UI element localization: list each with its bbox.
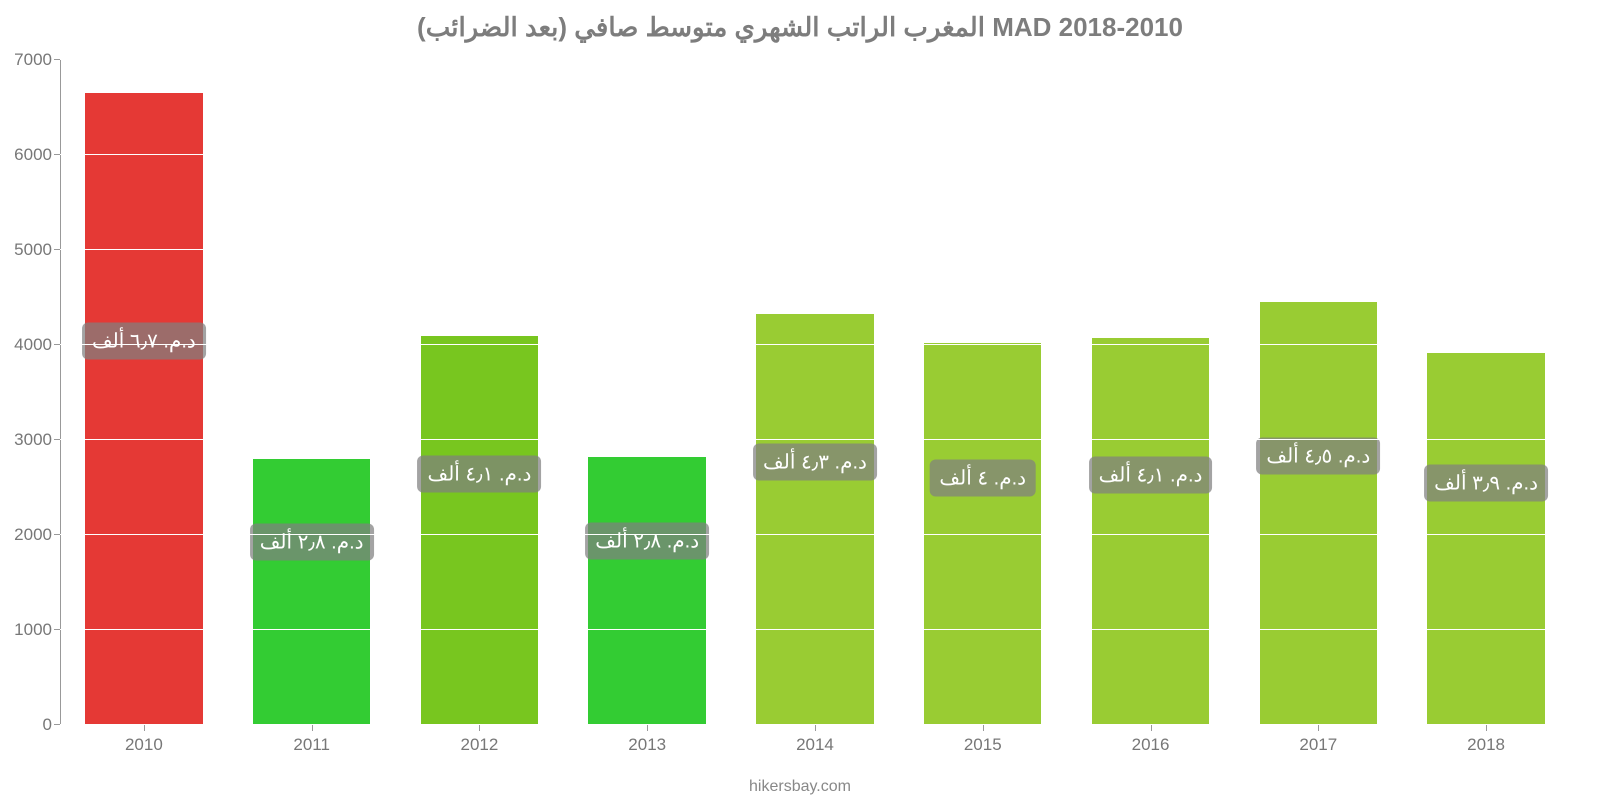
bar-value-label: د.م. ٤٫٣ ألف [753, 443, 877, 480]
bar-slot: د.م. ٤٫١ ألف2012 [396, 60, 564, 725]
bar [85, 93, 202, 725]
bar-slot: د.م. ٤٫٥ ألف2017 [1234, 60, 1402, 725]
x-tick-mark [312, 725, 313, 731]
y-tick-label: 3000 [14, 430, 52, 450]
bar-value-label: د.م. ٢٫٨ ألف [585, 522, 709, 559]
y-tick-label: 4000 [14, 335, 52, 355]
grid-line [60, 249, 1570, 250]
bar-value-label: د.م. ٤٫١ ألف [417, 456, 541, 493]
bar-slot: د.م. ٦٫٧ ألف2010 [60, 60, 228, 725]
grid-line [60, 629, 1570, 630]
bar [253, 459, 370, 725]
x-tick-label: 2013 [628, 735, 666, 755]
y-tick-mark [54, 629, 60, 630]
bar-value-label: د.م. ٦٫٧ ألف [82, 322, 206, 359]
y-tick-label: 7000 [14, 50, 52, 70]
grid-line [60, 534, 1570, 535]
y-tick-mark [54, 439, 60, 440]
x-tick-label: 2012 [461, 735, 499, 755]
bar-slot: د.م. ٤ ألف2015 [899, 60, 1067, 725]
bar-slot: د.م. ٤٫١ ألف2016 [1067, 60, 1235, 725]
x-tick-mark [647, 725, 648, 731]
bar [1427, 353, 1544, 725]
y-tick-mark [54, 534, 60, 535]
chart-container: المغرب الراتب الشهري متوسط صافي (بعد الض… [0, 0, 1600, 800]
bar [756, 314, 873, 725]
y-tick-mark [54, 249, 60, 250]
x-tick-label: 2014 [796, 735, 834, 755]
grid-line [60, 724, 1570, 725]
bar-slot: د.م. ٢٫٨ ألف2011 [228, 60, 396, 725]
bar [421, 336, 538, 725]
grid-line [60, 154, 1570, 155]
x-tick-label: 2015 [964, 735, 1002, 755]
chart-attribution: hikersbay.com [0, 778, 1600, 796]
bar-slot: د.م. ٢٫٨ ألف2013 [563, 60, 731, 725]
x-tick-mark [479, 725, 480, 731]
bar [1092, 338, 1209, 725]
bars-group: د.م. ٦٫٧ ألف2010د.م. ٢٫٨ ألف2011د.م. ٤٫١… [60, 60, 1570, 725]
bar-value-label: د.م. ٤ ألف [929, 459, 1036, 496]
x-tick-mark [144, 725, 145, 731]
y-tick-mark [54, 59, 60, 60]
plot-area: د.م. ٦٫٧ ألف2010د.م. ٢٫٨ ألف2011د.م. ٤٫١… [60, 60, 1570, 725]
bar-slot: د.م. ٣٫٩ ألف2018 [1402, 60, 1570, 725]
x-tick-mark [983, 725, 984, 731]
y-tick-label: 6000 [14, 145, 52, 165]
y-tick-mark [54, 724, 60, 725]
bar-value-label: د.م. ٣٫٩ ألف [1424, 465, 1548, 502]
x-tick-mark [1318, 725, 1319, 731]
x-tick-label: 2011 [293, 735, 330, 755]
x-tick-label: 2016 [1132, 735, 1170, 755]
y-tick-label: 5000 [14, 240, 52, 260]
x-tick-mark [1151, 725, 1152, 731]
bar-value-label: د.م. ٢٫٨ ألف [250, 523, 374, 560]
y-tick-label: 0 [43, 715, 52, 735]
x-tick-label: 2017 [1299, 735, 1337, 755]
y-tick-mark [54, 344, 60, 345]
y-tick-mark [54, 154, 60, 155]
x-tick-mark [815, 725, 816, 731]
grid-line [60, 439, 1570, 440]
grid-line [60, 344, 1570, 345]
grid-line [60, 59, 1570, 60]
x-tick-mark [1486, 725, 1487, 731]
bar-value-label: د.م. ٤٫١ ألف [1089, 457, 1213, 494]
bar [1260, 302, 1377, 725]
bar-slot: د.م. ٤٫٣ ألف2014 [731, 60, 899, 725]
bar [588, 457, 705, 725]
chart-title: المغرب الراتب الشهري متوسط صافي (بعد الض… [0, 12, 1600, 43]
bar-value-label: د.م. ٤٫٥ ألف [1256, 437, 1380, 474]
x-tick-label: 2010 [125, 735, 163, 755]
y-tick-label: 2000 [14, 525, 52, 545]
y-tick-label: 1000 [14, 620, 52, 640]
x-tick-label: 2018 [1467, 735, 1505, 755]
